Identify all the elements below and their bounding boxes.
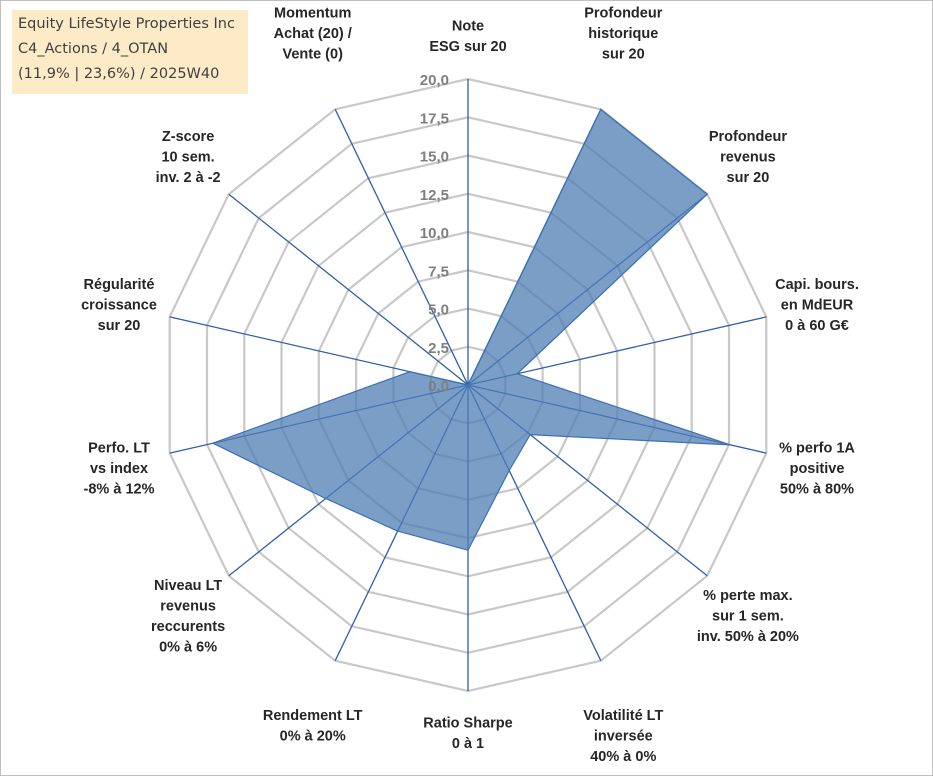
tick-label-4: 10,0 — [420, 225, 449, 242]
tick-label-6: 15,0 — [420, 149, 449, 166]
tick-label-0: 0,0 — [428, 378, 449, 395]
tick-labels: 0,0 2,5 5,0 7,5 10,0 12,5 15,0 17,5 20,0 — [420, 72, 449, 395]
title-line-category: C4_Actions / 4_OTAN — [18, 41, 169, 57]
axis-label-10: Perfo. LT vs index -8% à 12% — [84, 441, 155, 498]
tick-label-8: 20,0 — [420, 72, 449, 89]
axis-label-7: Ratio Sharpe 0 à 1 — [423, 715, 512, 752]
axis-label-0: Note ESG sur 20 — [429, 18, 506, 55]
axis-label-2: Profondeur revenus sur 20 — [709, 129, 787, 186]
axis-spoke-12 — [228, 193, 469, 386]
title-box: Equity LifeStyle Properties Inc C4_Actio… — [12, 10, 248, 94]
axis-label-5: % perte max. sur 1 sem. inv. 50% à 20% — [697, 588, 799, 645]
axis-label-4: % perfo 1A positive 50% à 80% — [779, 441, 855, 498]
tick-label-3: 7,5 — [428, 263, 449, 280]
data-series-polygon — [211, 108, 731, 551]
axis-label-13: Momentum Achat (20) / Vente (0) — [274, 5, 352, 62]
title-line-stats: (11,9% | 23,6%) / 2025W40 — [18, 66, 220, 82]
axis-label-12: Z-score 10 sem. inv. 2 à -2 — [156, 129, 221, 186]
title-line-company: Equity LifeStyle Properties Inc — [18, 16, 235, 32]
axis-label-11: Régularité croissance sur 20 — [81, 277, 157, 334]
axis-label-1: Profondeur historique sur 20 — [584, 5, 662, 62]
tick-label-2: 5,0 — [428, 302, 449, 319]
series-layer — [211, 108, 731, 551]
axis-spoke-13 — [334, 109, 469, 386]
axis-label-8: Rendement LT 0% à 20% — [263, 708, 363, 745]
axis-label-6: Volatilité LT inversée 40% à 0% — [583, 708, 663, 765]
axis-labels: Note ESG sur 20 Profondeur historique sur 20… — [81, 5, 859, 765]
tick-label-1: 2,5 — [428, 340, 449, 357]
tick-label-7: 17,5 — [420, 110, 449, 127]
axis-label-3: Capi. bours. en MdEUR 0 à 60 G€ — [775, 277, 859, 334]
tick-label-5: 12,5 — [420, 187, 449, 204]
axis-label-9: Niveau LT revenus reccurents 0% à 6% — [151, 578, 225, 656]
